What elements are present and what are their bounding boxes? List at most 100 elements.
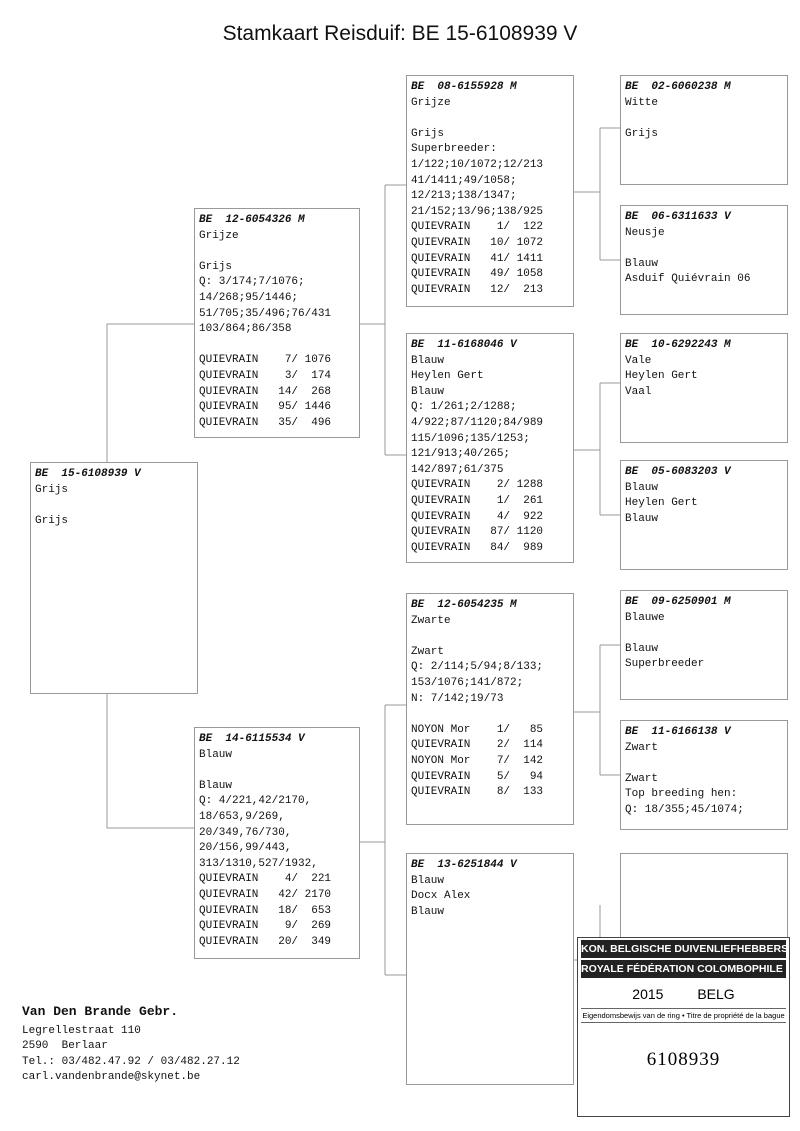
pigeon-box: BE 09-6250901 M Blauwe Blauw Superbreeder [620, 590, 788, 700]
pigeon-box: BE 10-6292243 M Vale Heylen Gert Vaal [620, 333, 788, 443]
pigeon-box: BE 13-6251844 V Blauw Docx Alex Blauw [406, 853, 574, 1085]
card-header: KON. BELGISCHE DUIVENLIEFHEBBERSBOND [581, 940, 786, 958]
text-line: QUIEVRAIN 2/ 114 [411, 739, 544, 752]
spacer [411, 111, 569, 127]
spacer [625, 626, 783, 642]
text-line: Q: 1/261;2/1288; [411, 401, 517, 414]
ring-number: BE 12-6054326 M [199, 214, 305, 226]
text-line: QUIEVRAIN 49/ 1058 [411, 268, 544, 281]
text-line: Witte [625, 96, 659, 109]
ring-number: BE 06-6311633 V [625, 211, 731, 223]
text-line: QUIEVRAIN 14/ 268 [199, 385, 332, 398]
text-line: Zwarte [411, 614, 451, 627]
ring-number: BE 08-6155928 M [411, 81, 517, 93]
text-line: Zwart [625, 772, 659, 785]
card-year-row: 2015 BELG [578, 986, 789, 1002]
text-line: Superbreeder [625, 658, 705, 671]
text-line: Blauw [411, 354, 445, 367]
ring-number: BE 14-6115534 V [199, 733, 305, 745]
text-line: QUIEVRAIN 7/ 1076 [199, 354, 332, 367]
text-line: QUIEVRAIN 1/ 122 [411, 221, 544, 234]
spacer [199, 338, 355, 354]
text-line: QUIEVRAIN 10/ 1072 [411, 236, 544, 249]
owner-line: Legrellestraat 110 [22, 1024, 141, 1037]
text-line: Blauw [199, 748, 233, 761]
spacer [35, 498, 193, 514]
text-line: Grijze [411, 96, 451, 109]
title: Stamkaart Reisduif: BE 15-6108939 V [222, 22, 578, 45]
text-line: Blauw [625, 512, 659, 525]
pigeon-box: BE 05-6083203 V Blauw Heylen Gert Blauw [620, 460, 788, 570]
pigeon-box: BE 12-6054326 M Grijze Grijs Q: 3/174;7/107… [194, 208, 360, 438]
text-line: Docx Alex [411, 890, 471, 903]
pigeon-box: BE 11-6166138 V Zwart Zwart Top breeding he… [620, 720, 788, 830]
text-line: NOYON Mor 1/ 85 [411, 723, 544, 736]
text-line: QUIEVRAIN 20/ 349 [199, 935, 332, 948]
spacer [411, 707, 569, 723]
owner-name: Van Den Brande Gebr. [22, 1004, 179, 1019]
ring-number: BE 10-6292243 M [625, 339, 731, 351]
text-line: 20/156,99/443, [199, 842, 292, 855]
text-line: QUIEVRAIN 95/ 1446 [199, 401, 332, 414]
ring-number: BE 12-6054235 M [411, 599, 517, 611]
text-line: QUIEVRAIN 42/ 2170 [199, 888, 332, 901]
text-line: 153/1076;141/872; [411, 676, 524, 689]
pigeon-box: BE 11-6168046 V Blauw Heylen Gert Blauw Q: 1… [406, 333, 574, 563]
text-line: Asduif Quiévrain 06 [625, 273, 751, 286]
text-line: Neusje [625, 226, 665, 239]
text-line: Q: 3/174;7/1076; [199, 276, 305, 289]
text-line: 142/897;61/375 [411, 463, 504, 476]
spacer [199, 244, 355, 260]
text-line: 313/1310,527/1932, [199, 857, 318, 870]
text-line: 12/213;138/1347; [411, 190, 517, 203]
pigeon-box: BE 08-6155928 M Grijze Grijs Superbreeder: 1… [406, 75, 574, 307]
text-line: 14/268;95/1446; [199, 291, 299, 304]
pigeon-box: BE 12-6054235 M Zwarte Zwart Q: 2/114;5/94;… [406, 593, 574, 825]
connector [574, 382, 620, 516]
text-line: Vale [625, 354, 652, 367]
text-line: QUIEVRAIN 84/ 989 [411, 541, 544, 554]
text-line: NOYON Mor 7/ 142 [411, 754, 544, 767]
card-year: 2015 [632, 986, 664, 1002]
text-line: Q: 4/221,42/2170, [199, 795, 312, 808]
text-line: Blauwe [625, 611, 665, 624]
spacer [625, 241, 783, 257]
text-line: Heylen Gert [625, 370, 698, 383]
text-line: Zwart [411, 645, 445, 658]
text-line: 1/122;10/1072;12/213 [411, 158, 544, 171]
text-line: Grijs [625, 127, 659, 140]
spacer [411, 629, 569, 645]
card-country: BELG [697, 986, 735, 1002]
text-line: N: 7/142;19/73 [411, 692, 504, 705]
text-line: 103/864;86/358 [199, 323, 292, 336]
pigeon-box: BE 14-6115534 V Blauw Blauw Q: 4/221,42/217… [194, 727, 360, 959]
text-line: Grijs [411, 127, 445, 140]
text-line: 4/922;87/1120;84/989 [411, 416, 544, 429]
text-line: Blauw [411, 385, 445, 398]
text-line: QUIEVRAIN 18/ 653 [199, 904, 332, 917]
pigeon-box: BE 02-6060238 M Witte Grijs [620, 75, 788, 185]
connector [360, 704, 406, 976]
pigeon-box: BE 15-6108939 V Grijs Grijs [30, 462, 198, 694]
text-line: Top breeding hen: [625, 788, 738, 801]
text-line: QUIEVRAIN 12/ 213 [411, 283, 544, 296]
ring-number: BE 05-6083203 V [625, 466, 731, 478]
owner: Van Den Brande Gebr. Legrellestraat 110 2… [22, 1004, 240, 1086]
text-line: QUIEVRAIN 2/ 1288 [411, 479, 544, 492]
text-line: QUIEVRAIN 41/ 1411 [411, 252, 544, 265]
text-line: 41/1411;49/1058; [411, 174, 517, 187]
text-line: Grijs [35, 483, 69, 496]
owner-line: 2590 Berlaar [22, 1040, 108, 1053]
text-line: QUIEVRAIN 4/ 922 [411, 510, 544, 523]
ring-number: BE 13-6251844 V [411, 859, 517, 871]
connector [574, 644, 620, 776]
ring-number: BE 15-6108939 V [35, 468, 141, 480]
ring-number: BE 02-6060238 M [625, 81, 731, 93]
owner-line: carl.vandenbrande@skynet.be [22, 1071, 201, 1084]
spacer [625, 111, 783, 127]
spacer [199, 763, 355, 779]
text-line: 20/349,76/730, [199, 826, 292, 839]
